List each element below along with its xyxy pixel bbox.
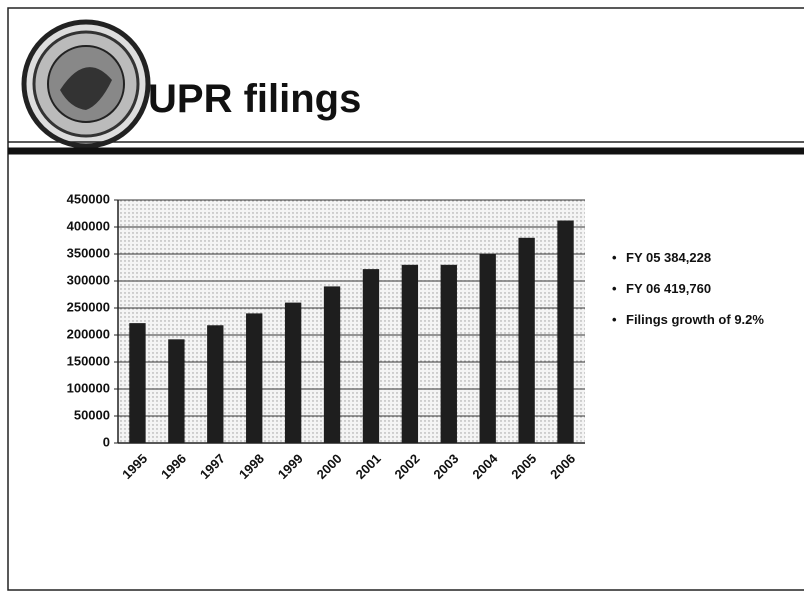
y-tick-label: 150000 (67, 353, 110, 368)
bullet-item: FY 05 384,228 (612, 250, 782, 266)
bar (168, 339, 185, 443)
bar (323, 286, 341, 443)
bar (246, 313, 263, 443)
x-tick-label: 2000 (314, 451, 345, 482)
x-tick-label: 2001 (353, 451, 384, 482)
x-tick-label: 2006 (547, 451, 578, 482)
y-tick-label: 100000 (67, 380, 110, 395)
bar (129, 323, 146, 443)
y-tick-label: 0 (103, 434, 110, 449)
bar (284, 302, 302, 443)
y-tick-label: 350000 (67, 245, 110, 260)
x-tick-label: 1995 (119, 451, 150, 482)
bullet-list: FY 05 384,228 FY 06 419,760 Filings growth… (612, 250, 782, 343)
bullet-item: Filings growth of 9.2% (612, 312, 782, 328)
x-tick-label: 2003 (430, 451, 461, 482)
y-tick-label: 400000 (67, 218, 110, 233)
bullet-item: FY 06 419,760 (612, 281, 782, 297)
x-tick-label: 1999 (275, 451, 306, 482)
bar (440, 264, 457, 443)
x-tick-label: 1998 (236, 451, 267, 482)
y-tick-label: 450000 (67, 191, 110, 206)
y-tick-label: 200000 (67, 326, 110, 341)
bar (518, 237, 535, 443)
x-tick-label: 1997 (197, 451, 228, 482)
logo (21, 19, 151, 149)
bar (401, 264, 419, 443)
bar (557, 220, 574, 443)
x-tick-label: 2002 (392, 451, 423, 482)
x-tick-label: 2004 (469, 450, 501, 482)
bar (207, 325, 224, 443)
x-tick-label: 1996 (158, 451, 189, 482)
y-tick-label: 250000 (67, 299, 110, 314)
plot-area (118, 200, 585, 443)
y-tick-label: 50000 (74, 407, 110, 422)
bar (479, 254, 496, 443)
slide-frame (7, 7, 804, 591)
y-tick-label: 300000 (67, 272, 110, 287)
bar (362, 269, 380, 443)
x-tick-label: 2005 (508, 451, 539, 482)
slide-title: UPR filings (148, 77, 361, 121)
